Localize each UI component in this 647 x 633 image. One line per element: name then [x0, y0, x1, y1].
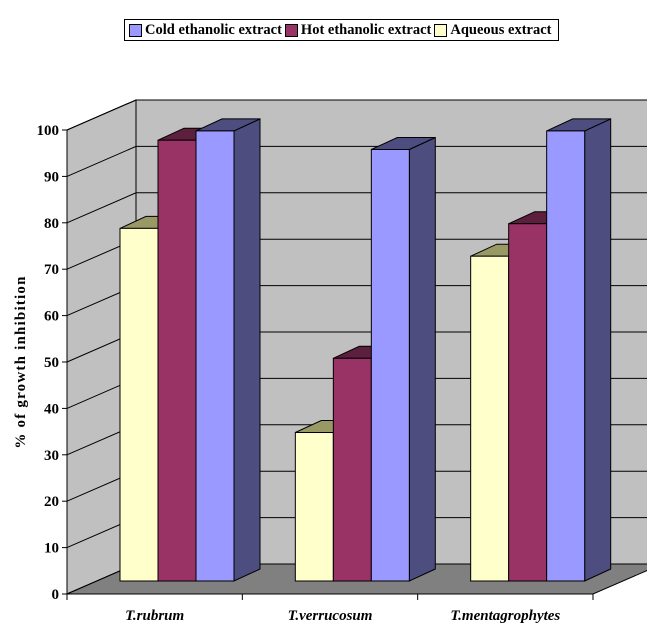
y-tick-label: 50: [44, 355, 59, 371]
y-axis-label: % of growth inhibition: [13, 275, 29, 448]
bar: [370, 148, 410, 582]
bar: [508, 223, 548, 582]
bar: [157, 139, 197, 582]
gridline: [66, 192, 647, 224]
x-tick-label: T.verrucosum: [288, 608, 373, 624]
y-tick-label: 80: [44, 216, 59, 232]
y-tick-label: 100: [37, 123, 60, 139]
gridline: [66, 99, 647, 131]
legend: Cold ethanolic extract Hot ethanolic extr…: [124, 19, 560, 41]
bar: [195, 130, 235, 582]
bar-side: [584, 118, 612, 582]
legend-item: Hot ethanolic extract: [284, 21, 432, 39]
x-tick-label: T.mentagrophytes: [450, 608, 560, 624]
legend-item: Cold ethanolic extract: [129, 22, 282, 39]
y-tick-label: 0: [52, 587, 60, 603]
legend-label: Aqueous extract: [450, 21, 552, 38]
bar: [294, 432, 334, 582]
y-tick-label: 70: [44, 262, 59, 278]
legend-swatch: [129, 23, 142, 37]
legend-swatch: [434, 23, 448, 37]
y-tick-label: 10: [44, 541, 59, 557]
legend-label: Hot ethanolic extract: [300, 21, 432, 38]
gridline: [66, 145, 647, 177]
legend-swatch: [284, 23, 298, 37]
bar: [119, 227, 159, 582]
y-tick-label: 30: [44, 448, 59, 464]
y-tick-label: 60: [44, 309, 59, 325]
y-tick-label: 90: [44, 169, 59, 185]
legend-label: Cold ethanolic extract: [145, 21, 282, 38]
legend-item: Aqueous extract: [434, 22, 551, 39]
bar: [470, 255, 510, 582]
bar: [332, 357, 372, 582]
y-tick-label: 20: [44, 494, 59, 510]
bar-side: [408, 136, 436, 582]
y-tick-label: 40: [44, 401, 59, 417]
bar-side: [233, 118, 261, 582]
x-tick-label: T.rubrum: [125, 608, 184, 624]
bar: [546, 130, 586, 582]
